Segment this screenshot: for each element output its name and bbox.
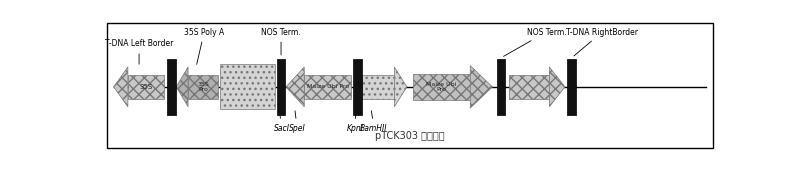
- Bar: [353, 59, 362, 115]
- Bar: [220, 64, 275, 109]
- Bar: [510, 74, 550, 99]
- Text: Maize Ubi
Pro: Maize Ubi Pro: [426, 82, 457, 92]
- Text: NOS Term.: NOS Term.: [262, 28, 301, 55]
- Text: Maize Ubi Pro: Maize Ubi Pro: [306, 84, 349, 89]
- Bar: [497, 59, 506, 115]
- Polygon shape: [550, 67, 565, 107]
- Bar: [277, 59, 286, 115]
- Polygon shape: [114, 67, 128, 107]
- Bar: [188, 74, 218, 99]
- Text: T-DNA RightBorder: T-DNA RightBorder: [566, 28, 638, 56]
- Text: SpeI: SpeI: [289, 111, 306, 133]
- Polygon shape: [394, 67, 407, 107]
- Text: NOS Term.: NOS Term.: [503, 28, 566, 56]
- Text: pTCK303 载体图谱: pTCK303 载体图谱: [375, 131, 445, 141]
- Bar: [362, 74, 394, 99]
- Text: 35S
Pro: 35S Pro: [198, 82, 209, 92]
- Text: T-DNA Left Border: T-DNA Left Border: [105, 39, 174, 64]
- Bar: [167, 59, 176, 115]
- Polygon shape: [176, 67, 188, 107]
- Bar: [304, 74, 351, 99]
- Bar: [128, 74, 165, 99]
- Text: 35S Poly A: 35S Poly A: [184, 28, 224, 64]
- Polygon shape: [470, 66, 493, 108]
- Polygon shape: [286, 67, 304, 107]
- Text: KpnI: KpnI: [347, 111, 364, 133]
- Bar: [413, 74, 470, 100]
- Bar: [567, 59, 576, 115]
- Text: SacI: SacI: [274, 111, 290, 133]
- Text: 35S: 35S: [139, 84, 153, 90]
- Text: BamHII: BamHII: [360, 111, 388, 133]
